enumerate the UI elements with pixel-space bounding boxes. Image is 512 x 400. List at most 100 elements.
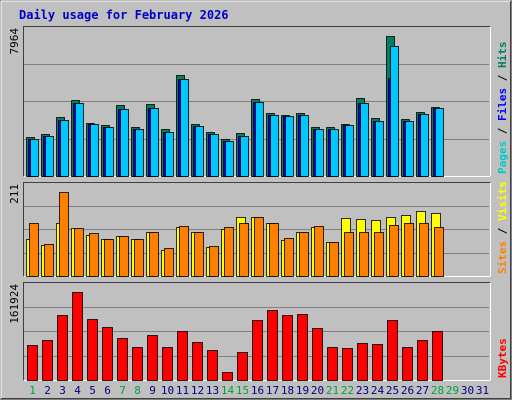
series-legend-entry: Hits bbox=[496, 42, 509, 69]
bar-kbytes-day-16 bbox=[252, 320, 263, 381]
bar-sites-day-15 bbox=[239, 223, 249, 277]
bar-sites-day-2 bbox=[44, 244, 54, 277]
day-label-26: 26 bbox=[401, 384, 414, 397]
bar-pages-day-17 bbox=[270, 115, 279, 177]
bar-sites-day-4 bbox=[74, 228, 84, 277]
bar-kbytes-day-8 bbox=[132, 347, 143, 381]
bar-pages-day-6 bbox=[105, 127, 114, 177]
day-label-23: 23 bbox=[356, 384, 369, 397]
bar-pages-day-18 bbox=[285, 116, 294, 177]
bar-sites-day-1 bbox=[29, 223, 39, 277]
day-label-6: 6 bbox=[104, 384, 111, 397]
bar-kbytes-day-17 bbox=[267, 310, 278, 381]
day-label-7: 7 bbox=[119, 384, 126, 397]
bar-kbytes-day-19 bbox=[297, 314, 308, 381]
bar-pages-day-14 bbox=[225, 141, 234, 177]
day-label-19: 19 bbox=[296, 384, 309, 397]
bar-kbytes-day-25 bbox=[387, 320, 398, 381]
bar-pages-day-21 bbox=[330, 129, 339, 177]
day-label-12: 12 bbox=[191, 384, 204, 397]
series-legend-entry: Files bbox=[496, 88, 509, 121]
bar-sites-day-8 bbox=[134, 239, 144, 277]
bar-sites-day-7 bbox=[119, 236, 129, 277]
bar-pages-day-8 bbox=[135, 129, 144, 177]
day-label-10: 10 bbox=[161, 384, 174, 397]
day-label-17: 17 bbox=[266, 384, 279, 397]
series-legend-entry: KBytes bbox=[496, 338, 509, 378]
day-label-28: 28 bbox=[431, 384, 444, 397]
bar-sites-day-22 bbox=[344, 232, 354, 277]
bar-pages-day-13 bbox=[210, 134, 219, 177]
bar-sites-day-9 bbox=[149, 232, 159, 277]
bar-kbytes-day-22 bbox=[342, 348, 353, 381]
bar-kbytes-day-5 bbox=[87, 319, 98, 381]
day-label-24: 24 bbox=[371, 384, 385, 397]
series-legend-entry: Visits bbox=[496, 181, 509, 221]
bar-sites-day-11 bbox=[179, 226, 189, 277]
bar-sites-day-21 bbox=[329, 242, 339, 277]
bar-pages-day-26 bbox=[405, 121, 414, 177]
bar-kbytes-day-28 bbox=[432, 331, 443, 381]
day-label-4: 4 bbox=[74, 384, 81, 397]
bar-sites-day-20 bbox=[314, 226, 324, 277]
bar-sites-day-23 bbox=[359, 232, 369, 277]
day-label-1: 1 bbox=[29, 384, 36, 397]
bar-kbytes-day-20 bbox=[312, 328, 323, 381]
bar-kbytes-day-9 bbox=[147, 335, 158, 381]
bar-kbytes-day-27 bbox=[417, 340, 428, 381]
day-label-27: 27 bbox=[416, 384, 429, 397]
bar-sites-day-25 bbox=[389, 225, 399, 277]
series-legend-entry: / bbox=[496, 68, 509, 88]
bar-pages-day-10 bbox=[165, 132, 174, 177]
day-label-2: 2 bbox=[44, 384, 51, 397]
bar-sites-day-18 bbox=[284, 238, 294, 277]
chart-title: Daily usage for February 2026 bbox=[19, 8, 229, 22]
bar-kbytes-day-12 bbox=[192, 342, 203, 381]
day-label-25: 25 bbox=[386, 384, 399, 397]
max-value-label: 161924 bbox=[8, 284, 21, 324]
bar-pages-day-2 bbox=[45, 136, 54, 177]
bar-pages-day-20 bbox=[315, 129, 324, 177]
day-label-3: 3 bbox=[59, 384, 66, 397]
bar-pages-day-25 bbox=[390, 46, 399, 177]
bar-pages-day-16 bbox=[255, 102, 264, 177]
day-axis: 1 2 3 4 5 6 7 8 9 10 11 12 13 14 15 16 17 18 19 20 21 22 23 24 2… bbox=[29, 384, 489, 397]
bar-pages-day-19 bbox=[300, 115, 309, 177]
bar-sites-day-13 bbox=[209, 246, 219, 277]
day-label-14: 14 bbox=[221, 384, 235, 397]
bar-pages-day-11 bbox=[180, 79, 189, 177]
series-legend: Sites / Visits bbox=[496, 181, 509, 274]
day-label-20: 20 bbox=[311, 384, 324, 397]
bar-sites-day-28 bbox=[434, 227, 444, 277]
bar-kbytes-day-14 bbox=[222, 372, 233, 381]
day-label-30: 30 bbox=[461, 384, 474, 397]
series-legend-entry: / bbox=[496, 221, 509, 241]
bar-pages-day-1 bbox=[30, 139, 39, 177]
series-legend: Pages / Files / Hits bbox=[496, 42, 509, 175]
bar-sites-day-27 bbox=[419, 223, 429, 277]
day-label-16: 16 bbox=[251, 384, 264, 397]
bar-kbytes-day-24 bbox=[372, 344, 383, 381]
panel-hits-files-pages: 7964 Pages / Files / Hits bbox=[8, 26, 509, 177]
day-label-31: 31 bbox=[476, 384, 489, 397]
bar-kbytes-day-3 bbox=[57, 315, 68, 381]
bar-pages-day-7 bbox=[120, 109, 129, 177]
bar-kbytes-day-15 bbox=[237, 352, 248, 381]
bar-pages-day-15 bbox=[240, 136, 249, 177]
series-legend-entry: Sites bbox=[496, 241, 509, 274]
day-label-18: 18 bbox=[281, 384, 294, 397]
bar-sites-day-12 bbox=[194, 232, 204, 277]
bar-kbytes-day-26 bbox=[402, 347, 413, 381]
bar-kbytes-day-4 bbox=[72, 292, 83, 381]
bar-kbytes-day-13 bbox=[207, 350, 218, 381]
bar-kbytes-day-18 bbox=[282, 315, 293, 381]
bar-pages-day-27 bbox=[420, 114, 429, 177]
bar-sites-day-14 bbox=[224, 227, 234, 277]
bar-kbytes-day-2 bbox=[42, 340, 53, 381]
bar-pages-day-23 bbox=[360, 103, 369, 177]
day-label-8: 8 bbox=[134, 384, 141, 397]
series-legend-entry: / bbox=[496, 121, 509, 141]
bar-kbytes-day-6 bbox=[102, 327, 113, 381]
day-label-15: 15 bbox=[236, 384, 249, 397]
